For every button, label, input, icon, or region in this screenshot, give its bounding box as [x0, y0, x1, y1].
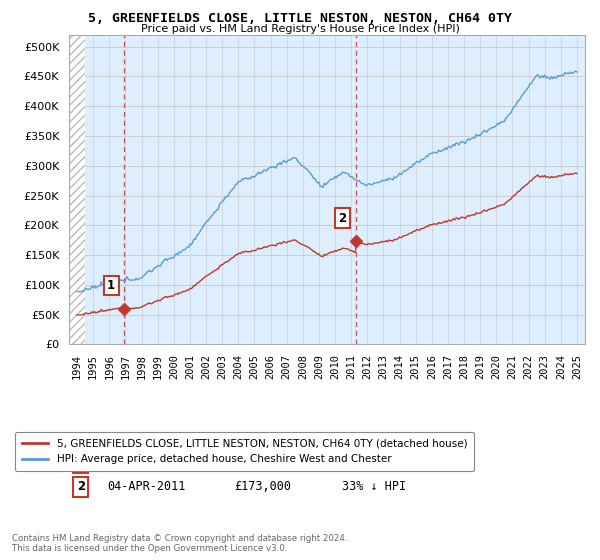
Text: Price paid vs. HM Land Registry's House Price Index (HPI): Price paid vs. HM Land Registry's House …: [140, 24, 460, 34]
Text: 35% ↓ HPI: 35% ↓ HPI: [343, 457, 407, 470]
Text: £173,000: £173,000: [234, 480, 291, 493]
Text: Contains HM Land Registry data © Crown copyright and database right 2024.
This d: Contains HM Land Registry data © Crown c…: [12, 534, 347, 553]
Text: 2: 2: [338, 212, 347, 225]
Text: 2: 2: [77, 480, 85, 493]
Text: 33% ↓ HPI: 33% ↓ HPI: [343, 480, 407, 493]
Text: 1: 1: [107, 279, 115, 292]
Text: 04-APR-2011: 04-APR-2011: [108, 480, 186, 493]
Text: 1: 1: [77, 457, 85, 470]
Legend: 5, GREENFIELDS CLOSE, LITTLE NESTON, NESTON, CH64 0TY (detached house), HPI: Ave: 5, GREENFIELDS CLOSE, LITTLE NESTON, NES…: [15, 432, 475, 472]
Text: £60,000: £60,000: [234, 457, 284, 470]
Text: 5, GREENFIELDS CLOSE, LITTLE NESTON, NESTON, CH64 0TY: 5, GREENFIELDS CLOSE, LITTLE NESTON, NES…: [88, 12, 512, 25]
Text: 06-DEC-1996: 06-DEC-1996: [108, 457, 186, 470]
